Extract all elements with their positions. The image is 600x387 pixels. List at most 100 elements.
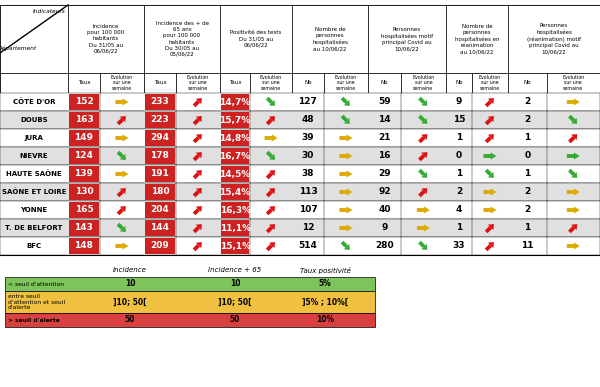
Bar	[145, 130, 175, 146]
Polygon shape	[418, 136, 425, 143]
Text: ]5% ; 10%[: ]5% ; 10%[	[302, 298, 348, 307]
Polygon shape	[115, 243, 128, 250]
Text: 21: 21	[378, 134, 391, 142]
Bar	[69, 148, 99, 164]
Text: 14: 14	[378, 115, 391, 125]
Polygon shape	[340, 171, 352, 178]
Text: 163: 163	[74, 115, 94, 125]
Polygon shape	[115, 171, 128, 178]
Polygon shape	[485, 169, 492, 176]
Polygon shape	[418, 97, 425, 104]
Text: 209: 209	[151, 241, 169, 250]
Polygon shape	[116, 190, 124, 197]
Bar	[145, 166, 175, 182]
Polygon shape	[568, 169, 575, 176]
Text: 223: 223	[151, 115, 169, 125]
Text: 59: 59	[378, 98, 391, 106]
Text: Taux: Taux	[154, 80, 166, 86]
Text: ]10; 50[: ]10; 50[	[113, 298, 147, 307]
Text: 294: 294	[151, 134, 169, 142]
Text: Personnes
hospitalisées
(réanimation) motif
principal Covid au
10/06/22: Personnes hospitalisées (réanimation) mo…	[527, 24, 581, 55]
Polygon shape	[418, 154, 425, 161]
Polygon shape	[120, 188, 126, 194]
Polygon shape	[418, 115, 425, 122]
Polygon shape	[344, 118, 350, 124]
Polygon shape	[567, 188, 580, 195]
Polygon shape	[116, 151, 124, 158]
Polygon shape	[196, 206, 202, 212]
Text: ]10; 50[: ]10; 50[	[218, 298, 252, 307]
Text: 50: 50	[125, 315, 135, 325]
Bar	[68, 5, 144, 73]
Polygon shape	[488, 172, 494, 178]
Text: Evolution
sur une
semaine: Evolution sur une semaine	[111, 75, 133, 91]
Bar	[368, 5, 446, 73]
Text: 180: 180	[151, 187, 169, 197]
Polygon shape	[567, 152, 580, 159]
Text: 11: 11	[521, 241, 533, 250]
Text: 143: 143	[74, 224, 94, 233]
Bar	[0, 201, 600, 219]
Text: Nb: Nb	[304, 80, 312, 86]
Polygon shape	[196, 152, 202, 158]
Text: 1: 1	[524, 134, 530, 142]
Text: Nb: Nb	[455, 80, 463, 86]
Polygon shape	[568, 136, 575, 143]
Text: 50: 50	[230, 315, 240, 325]
Bar	[145, 112, 175, 128]
Bar	[0, 93, 600, 111]
Polygon shape	[269, 116, 275, 122]
Bar	[472, 73, 508, 93]
Text: Taux: Taux	[77, 80, 90, 86]
Text: 1: 1	[456, 134, 462, 142]
Text: 4: 4	[456, 205, 462, 214]
Bar	[250, 73, 292, 93]
Polygon shape	[421, 134, 427, 140]
Polygon shape	[340, 188, 352, 195]
Text: 12: 12	[302, 224, 314, 233]
Text: 2: 2	[524, 98, 530, 106]
Polygon shape	[196, 170, 202, 176]
Polygon shape	[488, 98, 494, 104]
Polygon shape	[193, 118, 200, 125]
Text: 10: 10	[230, 279, 240, 288]
Polygon shape	[196, 98, 202, 104]
Polygon shape	[196, 134, 202, 140]
Bar	[220, 5, 292, 73]
Polygon shape	[488, 224, 494, 230]
Text: Personnes
hospitalisées motif
principal Covid au
10/06/22: Personnes hospitalisées motif principal …	[381, 27, 433, 51]
Text: 14,5%: 14,5%	[220, 170, 251, 178]
Polygon shape	[269, 242, 275, 248]
Polygon shape	[196, 116, 202, 122]
Polygon shape	[421, 188, 427, 194]
Polygon shape	[266, 151, 273, 158]
Bar	[100, 73, 144, 93]
Text: 14,7%: 14,7%	[220, 98, 251, 106]
Text: 124: 124	[74, 151, 94, 161]
Text: 2: 2	[524, 115, 530, 125]
Bar	[221, 184, 249, 200]
Polygon shape	[341, 97, 348, 104]
Bar	[144, 5, 220, 73]
Bar	[145, 148, 175, 164]
Text: 178: 178	[151, 151, 169, 161]
Text: 15,7%: 15,7%	[220, 115, 251, 125]
Polygon shape	[485, 118, 492, 125]
Bar	[69, 130, 99, 146]
Text: Nombre de
personnes
hospitalisées en
réanimation
au 10/06/22: Nombre de personnes hospitalisées en réa…	[455, 24, 499, 54]
Polygon shape	[193, 100, 200, 107]
Text: 1: 1	[456, 170, 462, 178]
Polygon shape	[568, 115, 575, 122]
Text: 15: 15	[453, 115, 465, 125]
Polygon shape	[196, 188, 202, 194]
Polygon shape	[484, 152, 497, 159]
Bar	[69, 184, 99, 200]
Polygon shape	[418, 169, 425, 176]
Polygon shape	[344, 244, 350, 250]
Text: Evolution
sur une
semaine: Evolution sur une semaine	[260, 75, 282, 91]
Bar	[69, 94, 99, 110]
Polygon shape	[266, 97, 273, 104]
Polygon shape	[571, 172, 577, 178]
Polygon shape	[341, 241, 348, 248]
Polygon shape	[417, 207, 430, 214]
